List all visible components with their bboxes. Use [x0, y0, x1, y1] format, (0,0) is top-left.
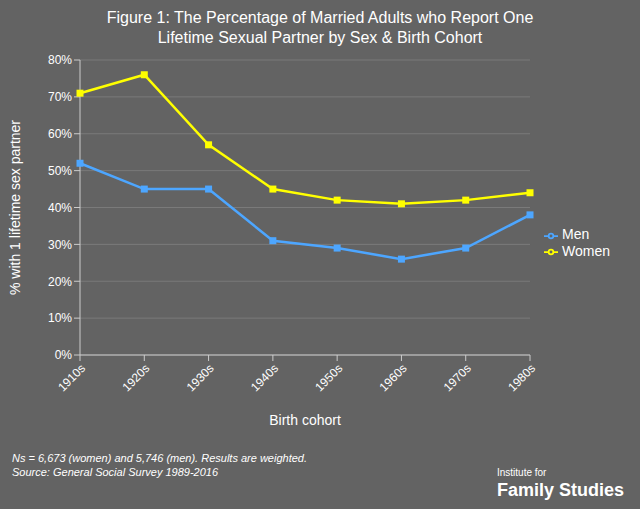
html-text:Ns = 6,673 (women) and 5,746 (: Ns = 6,673 (women) and 5,746 (men). Resu… — [12, 452, 307, 464]
html-text:Women: Women — [562, 242, 610, 259]
html-text:Figure 1: The Percentage of Ma: Figure 1: The Percentage of Married Adul… — [106, 9, 534, 26]
svg-text:20%: 20% — [48, 275, 72, 289]
svg-text:% with 1 lifetime sex partner: % with 1 lifetime sex partner — [8, 120, 23, 295]
svg-text:Birth cohort: Birth cohort — [269, 412, 341, 428]
svg-text:1960s: 1960s — [377, 361, 410, 394]
svg-text:40%: 40% — [48, 201, 72, 215]
svg-text:60%: 60% — [48, 127, 72, 141]
html-text:Family Studies: Family Studies — [497, 480, 624, 500]
svg-text:1980s: 1980s — [505, 361, 538, 394]
svg-text:1920s: 1920s — [119, 361, 152, 394]
svg-text:0%: 0% — [55, 348, 73, 362]
svg-text:80%: 80% — [48, 53, 72, 67]
html-text:Lifetime Sexual Partner by Sex: Lifetime Sexual Partner by Sex & Birth C… — [157, 29, 483, 46]
svg-text:1950s: 1950s — [312, 361, 345, 394]
svg-text:1970s: 1970s — [441, 361, 474, 394]
svg-text:1940s: 1940s — [248, 361, 281, 394]
svg-text:50%: 50% — [48, 164, 72, 178]
svg-text:70%: 70% — [48, 90, 72, 104]
svg-text:10%: 10% — [48, 311, 72, 325]
html-text:Source: General Social Survey: Source: General Social Survey 1989-2016 — [12, 466, 219, 478]
html-text:Institute for: Institute for — [497, 467, 547, 478]
svg-text:30%: 30% — [48, 238, 72, 252]
svg-text:1910s: 1910s — [55, 361, 88, 394]
html-text:Men: Men — [562, 226, 590, 243]
svg-text:1930s: 1930s — [184, 361, 217, 394]
